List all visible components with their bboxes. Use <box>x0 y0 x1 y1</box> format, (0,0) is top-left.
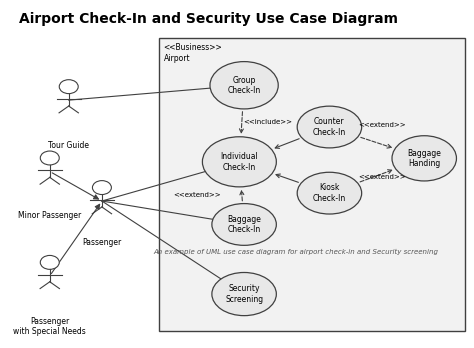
Text: <<Business>>
Airport: <<Business>> Airport <box>164 44 222 63</box>
Text: Counter
Check-In: Counter Check-In <box>313 117 346 137</box>
Text: Airport Check-In and Security Use Case Diagram: Airport Check-In and Security Use Case D… <box>19 12 398 26</box>
Circle shape <box>40 255 59 269</box>
Text: Group
Check-In: Group Check-In <box>228 76 261 95</box>
Text: <<extend>>: <<extend>> <box>358 174 405 181</box>
Text: Baggage
Check-In: Baggage Check-In <box>227 215 261 234</box>
Text: <<include>>: <<include>> <box>243 119 292 126</box>
Text: Passenger: Passenger <box>82 238 121 247</box>
Ellipse shape <box>392 136 456 181</box>
Ellipse shape <box>210 62 278 109</box>
Ellipse shape <box>212 272 276 316</box>
Circle shape <box>40 151 59 165</box>
Ellipse shape <box>202 137 276 187</box>
Ellipse shape <box>212 204 276 245</box>
Bar <box>159 38 465 331</box>
Text: Kiosk
Check-In: Kiosk Check-In <box>313 183 346 203</box>
Text: Passenger
with Special Needs: Passenger with Special Needs <box>13 317 86 336</box>
Text: Individual
Check-In: Individual Check-In <box>220 152 258 172</box>
Text: An example of UML use case diagram for airport check-in and Security screening: An example of UML use case diagram for a… <box>154 249 439 255</box>
Text: <<extend>>: <<extend>> <box>358 122 405 128</box>
Text: Tour Guide: Tour Guide <box>48 141 89 150</box>
Text: <<extend>>: <<extend>> <box>173 192 220 198</box>
Text: Baggage
Handing: Baggage Handing <box>407 149 441 168</box>
Circle shape <box>59 80 78 94</box>
Ellipse shape <box>297 172 362 214</box>
Text: Minor Passenger: Minor Passenger <box>18 211 82 220</box>
Ellipse shape <box>297 106 362 148</box>
Circle shape <box>92 181 111 195</box>
Text: Security
Screening: Security Screening <box>225 284 263 304</box>
